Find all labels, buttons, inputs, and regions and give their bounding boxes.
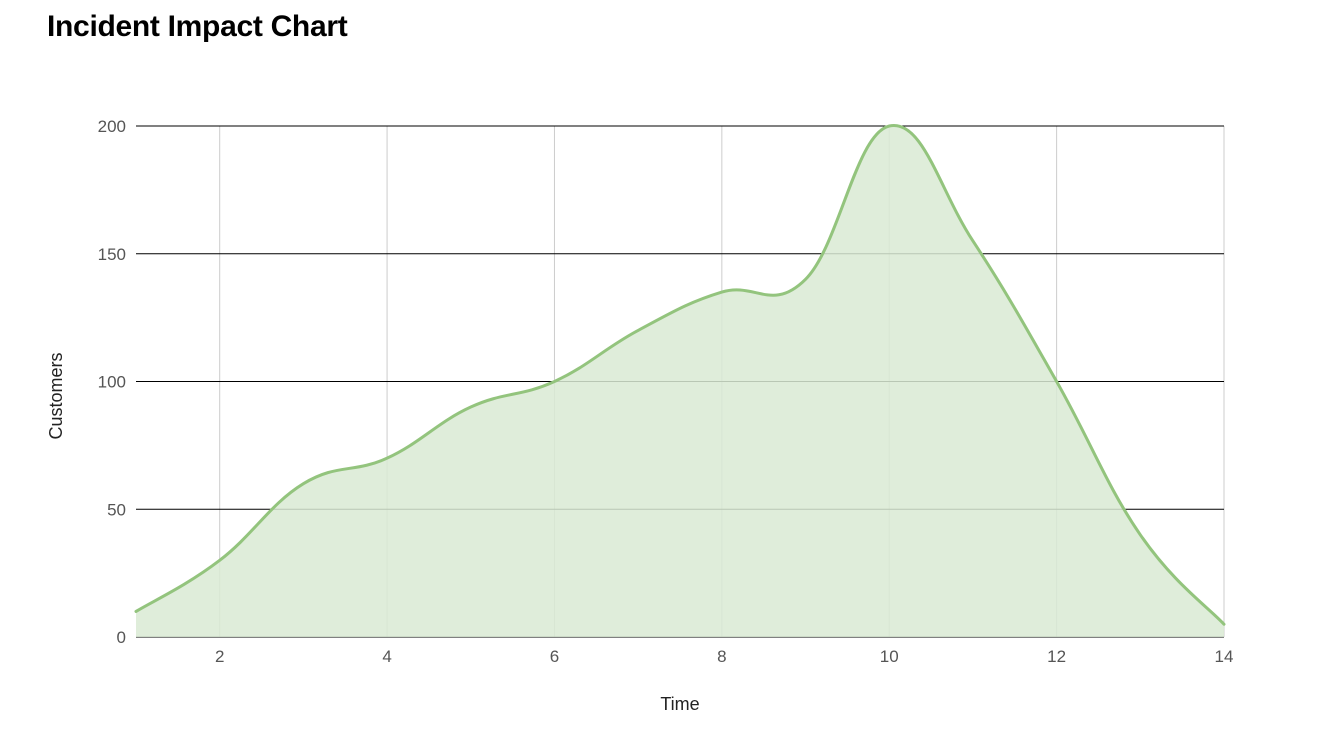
data-point [636,328,641,333]
y-tick-label: 50 [107,500,126,519]
series-area-fill [136,125,1224,638]
x-tick-labels: 2 4 6 8 10 12 14 [215,647,1234,666]
data-point [970,238,975,243]
y-tick-label: 100 [98,373,126,392]
y-tick-label: 200 [98,117,126,136]
data-point [887,124,892,129]
x-tick-label: 12 [1047,647,1066,666]
data-point [385,456,390,461]
x-tick-label: 14 [1215,647,1234,666]
data-point [1054,379,1059,384]
x-tick-label: 4 [382,647,391,666]
y-tick-label: 0 [117,628,126,647]
data-point [1222,622,1227,627]
y-axis-title: Customers [46,352,66,439]
x-tick-label: 2 [215,647,224,666]
y-tick-label: 150 [98,245,126,264]
data-point [468,405,473,410]
x-axis-title: Time [660,694,699,714]
data-point [552,379,557,384]
data-point [217,558,222,563]
series-line [134,124,1226,626]
data-point [803,277,808,282]
x-tick-label: 6 [550,647,559,666]
data-point [301,481,306,486]
x-tick-label: 8 [717,647,726,666]
chart-title: Incident Impact Chart [47,10,348,43]
data-point [1138,532,1143,537]
y-tick-labels: 0 50 100 150 200 [98,117,126,647]
x-tick-label: 10 [880,647,899,666]
data-point [134,609,139,614]
data-point [719,290,724,295]
